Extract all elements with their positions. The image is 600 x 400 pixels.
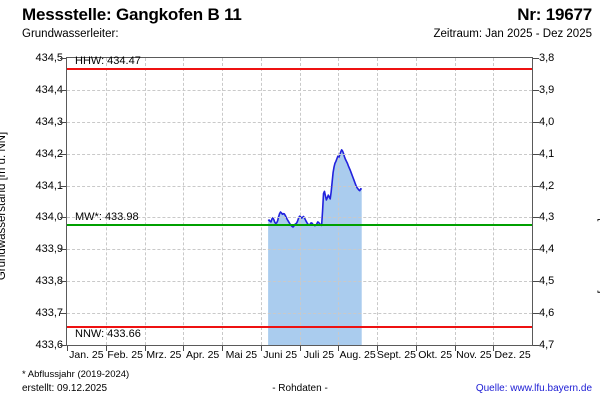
y-tick-label-right: 3,8 — [539, 52, 555, 64]
gridline-vertical — [454, 58, 456, 345]
x-tick-label: Jan. 25 — [69, 349, 104, 361]
reference-line-hhw — [67, 67, 532, 70]
y-tick-mark-left — [60, 249, 66, 251]
x-tick-mark — [493, 346, 495, 351]
x-tick-mark — [144, 346, 146, 351]
y-tick-mark-left — [60, 153, 66, 155]
y-tick-label-right: 4,0 — [539, 115, 555, 128]
reference-label-nnw: NNW: 433.66 — [75, 327, 141, 340]
y-tick-mark-right — [533, 153, 539, 155]
y-tick-label-left: 434,0 — [35, 211, 63, 224]
y-tick-mark-right — [533, 281, 539, 283]
gridline-vertical — [144, 58, 146, 345]
y-tick-label-left: 434,2 — [35, 147, 63, 160]
y-tick-mark-right — [533, 58, 539, 59]
gridline-vertical — [260, 58, 262, 345]
footnote-abflussjahr: * Abflussjahr (2019-2024) — [22, 369, 130, 380]
x-tick-mark — [183, 346, 185, 351]
y-tick-mark-left — [60, 217, 66, 219]
y-tick-label-left: 433,7 — [35, 307, 63, 320]
x-tick-label: Okt. 25 — [418, 349, 453, 361]
y-tick-mark-right — [533, 345, 539, 346]
series-fill — [268, 149, 362, 345]
x-tick-label: Sept. 25 — [376, 349, 416, 361]
y-tick-mark-right — [533, 89, 539, 91]
y-tick-mark-right — [533, 121, 539, 123]
y-tick-label-left: 434,4 — [35, 83, 63, 96]
y-tick-label-right: 4,2 — [539, 179, 555, 192]
x-tick-mark — [222, 346, 223, 351]
y-tick-mark-right — [533, 313, 539, 315]
x-tick-mark — [299, 346, 301, 351]
x-tick-label: Mrz. 25 — [146, 349, 182, 361]
x-tick-label: Feb. 25 — [107, 349, 143, 361]
gridline-vertical — [415, 58, 417, 345]
y-tick-label-right: 4,7 — [539, 339, 555, 351]
y-tick-mark-left — [60, 185, 66, 187]
y-tick-mark-right — [533, 217, 539, 219]
x-tick-mark — [377, 346, 378, 351]
x-tick-mark — [67, 346, 68, 351]
y-tick-label-right: 4,6 — [539, 307, 555, 320]
reference-label-hhw: HHW: 434.47 — [75, 54, 141, 67]
x-tick-label: Aug. 25 — [339, 349, 376, 361]
x-tick-label: Juni 25 — [263, 349, 298, 361]
y-tick-label-right: 4,3 — [539, 211, 555, 224]
x-tick-label: Nov. 25 — [456, 349, 492, 361]
y-tick-label-left: 433,9 — [35, 243, 63, 256]
y-tick-mark-left — [60, 89, 66, 91]
x-tick-label: Juli 25 — [303, 349, 335, 361]
y-tick-label-right: 4,4 — [539, 243, 555, 256]
x-tick-label: Dez. 25 — [494, 349, 531, 361]
gridline-vertical — [222, 58, 223, 345]
y-tick-label-left: 433,8 — [35, 275, 63, 288]
gridline-vertical — [493, 58, 495, 345]
gridline-vertical — [377, 58, 378, 345]
x-tick-mark — [454, 346, 456, 351]
y-tick-mark-left — [60, 345, 66, 346]
page-title: Messstelle: Gangkofen B 11 — [22, 5, 242, 24]
reference-label-mw: MW*: 433.98 — [75, 210, 139, 223]
gridline-vertical — [183, 58, 185, 345]
plot-area — [66, 57, 533, 346]
y-tick-mark-right — [533, 249, 539, 251]
created-date: erstellt: 09.12.2025 — [22, 383, 108, 394]
y-tick-label-left: 434,1 — [35, 179, 63, 192]
x-tick-mark — [105, 346, 107, 351]
gridline-vertical — [299, 58, 301, 345]
y-tick-mark-left — [60, 121, 66, 123]
source-link[interactable]: Quelle: www.lfu.bayern.de — [475, 383, 592, 394]
y-tick-mark-right — [533, 185, 539, 187]
aquifer-label: Grundwasserleiter: — [22, 28, 119, 40]
gridline-vertical — [338, 58, 340, 345]
plot-inner — [67, 58, 532, 345]
y-tick-mark-left — [60, 58, 66, 59]
y-tick-label-left: 434,3 — [35, 115, 63, 128]
x-tick-label: Apr. 25 — [185, 349, 220, 361]
y-tick-label-right: 4,5 — [539, 275, 555, 288]
reference-line-nnw — [67, 325, 532, 328]
x-tick-mark — [338, 346, 340, 351]
y-tick-label-right: 3,9 — [539, 83, 555, 96]
rawdata-label: - Rohdaten - — [272, 383, 328, 394]
x-tick-mark — [260, 346, 262, 351]
y-tick-mark-left — [60, 281, 66, 283]
y-axis-title-left: Grundwasserstand [m ü. NN] — [0, 131, 8, 281]
station-number: Nr: 19677 — [517, 5, 592, 24]
gridline-vertical — [105, 58, 107, 345]
y-tick-label-right: 4,1 — [539, 147, 555, 160]
y-tick-label-left: 434,5 — [35, 52, 63, 64]
reference-line-mw — [67, 223, 532, 226]
time-period-label: Zeitraum: Jan 2025 - Dez 2025 — [433, 28, 592, 40]
x-tick-mark — [415, 346, 417, 351]
x-tick-label: Mai 25 — [225, 349, 258, 361]
y-tick-mark-left — [60, 313, 66, 315]
y-tick-label-left: 433,6 — [35, 339, 63, 351]
